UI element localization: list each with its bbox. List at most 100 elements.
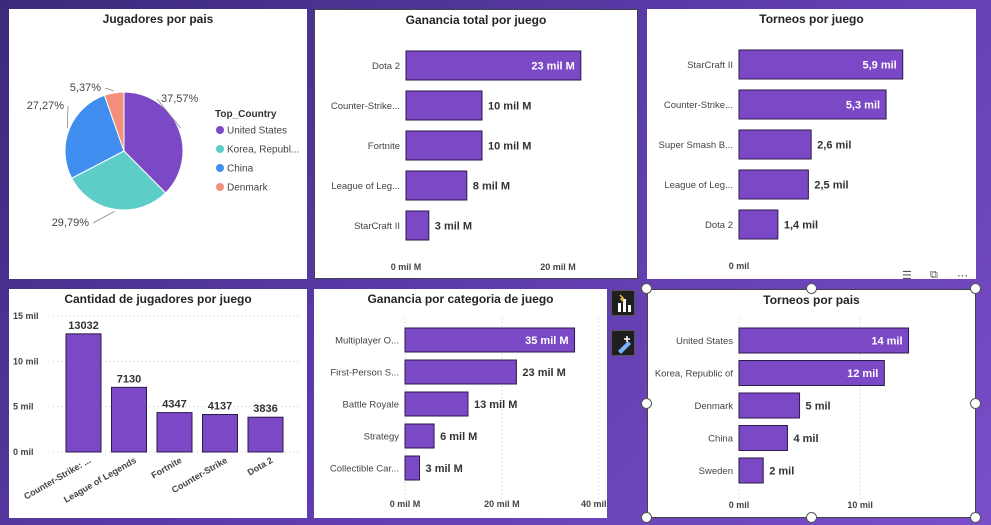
panel-title: Jugadores por pais: [102, 12, 214, 26]
panel-title: Ganancia por categoria de juego: [367, 292, 554, 306]
panel-players-by-country[interactable]: Jugadores por pais 37,57% 29,79% 27,27% 5,3…: [9, 9, 307, 279]
legend-entry: United States: [227, 126, 287, 137]
category-label: Denmark: [694, 401, 733, 412]
pie-chart[interactable]: 37,57% 29,79% 27,27% 5,37% Top_Country United…: [9, 9, 307, 279]
bar: [404, 359, 517, 385]
category-label: Fortnite: [368, 141, 400, 152]
focus-mode-icon[interactable]: ⧉: [930, 269, 938, 281]
bar: [738, 457, 764, 484]
data-label: 2 mil: [769, 466, 794, 478]
category-label: Super Smash B...: [659, 140, 733, 151]
category-label: Fortnite: [149, 455, 183, 480]
axis-tick-label: 0 mil M: [390, 499, 421, 509]
category-label: StarCraft II: [687, 60, 733, 71]
legend-entry: China: [227, 164, 254, 175]
data-label: 8 mil M: [473, 181, 510, 193]
data-label: 5,3 mil: [846, 100, 880, 112]
panel-tournaments-by-game[interactable]: Torneos por juego StarCraft II 5,9 mil Cou…: [647, 9, 976, 279]
legend-marker: [216, 164, 224, 172]
more-options-icon[interactable]: ⋯: [957, 270, 968, 282]
category-label: Counter-Strike...: [331, 101, 400, 112]
leader-line: [104, 87, 114, 92]
bar: [404, 455, 421, 481]
data-label: 37,57%: [161, 93, 199, 105]
resize-handle[interactable]: [970, 398, 981, 409]
category-label: StarCraft II: [354, 221, 400, 232]
chart-spark-icon: [618, 294, 631, 312]
category-label: Dota 2: [246, 455, 275, 477]
pie-slice: [103, 91, 125, 152]
filter-icon[interactable]: ☰: [902, 270, 912, 282]
bar: [405, 130, 483, 161]
bar-chart[interactable]: Dota 2 23 mil M Counter-Strike... 10 mil M F…: [315, 10, 638, 279]
legend-entry: Denmark: [227, 183, 269, 194]
data-label: 13 mil M: [474, 399, 517, 411]
resize-handle[interactable]: [641, 283, 652, 294]
panel-earnings-by-game[interactable]: Ganancia total por juego Dota 2 23 mil M C…: [314, 9, 638, 279]
leader-line: [92, 210, 115, 224]
category-label: League of Leg...: [664, 180, 733, 191]
data-label: 4347: [162, 399, 186, 411]
legend-entry: Korea, Republ...: [227, 145, 299, 156]
legend-marker: [216, 126, 224, 134]
data-label: 4 mil: [793, 433, 818, 445]
data-label: 5,9 mil: [862, 60, 896, 72]
data-label: 23 mil M: [531, 61, 574, 73]
leader-line: [156, 98, 181, 129]
resize-handle[interactable]: [806, 283, 817, 294]
bar-chart[interactable]: StarCraft II 5,9 mil Counter-Strike... 5,3 …: [647, 9, 976, 279]
bar: [405, 90, 483, 121]
data-label: 10 mil M: [488, 101, 531, 113]
axis-tick-label: 0 mil: [13, 447, 34, 457]
bar-chart[interactable]: Multiplayer O... 35 mil M First-Person S..…: [314, 289, 607, 518]
pie-slice: [123, 91, 184, 194]
resize-handle[interactable]: [806, 512, 817, 523]
bar: [65, 333, 102, 453]
data-label: 12 mil: [847, 368, 878, 380]
category-label: Dota 2: [705, 220, 733, 231]
format-brush-button[interactable]: [611, 330, 635, 356]
bar: [404, 391, 469, 417]
data-label: 23 mil M: [522, 367, 565, 379]
legend-marker: [216, 183, 224, 191]
resize-handle[interactable]: [970, 512, 981, 523]
visual-insights-button[interactable]: [611, 290, 635, 316]
data-label: 14 mil: [871, 336, 902, 348]
pie-slice: [64, 94, 125, 179]
axis-tick-label: 0 mil M: [391, 262, 422, 272]
panel-tournaments-by-country[interactable]: Torneos por pais United States 14 mil Kore…: [647, 289, 976, 518]
axis-tick-label: 10 mil: [847, 500, 873, 510]
bar-chart[interactable]: United States 14 mil Korea, Republic of 12 …: [648, 290, 976, 518]
resize-handle[interactable]: [641, 512, 652, 523]
bar: [738, 425, 788, 451]
category-label: First-Person S...: [330, 368, 399, 379]
category-label: Sweden: [699, 466, 733, 477]
category-label: Korea, Republic of: [655, 369, 734, 380]
data-label: 5 mil: [806, 401, 831, 413]
category-label: United States: [676, 336, 733, 347]
bar: [405, 50, 582, 81]
category-label: Dota 2: [372, 61, 400, 72]
category-label: Strategy: [364, 432, 400, 443]
data-label: 2,5 mil: [814, 180, 848, 192]
data-label: 3 mil M: [435, 221, 472, 233]
bar: [405, 210, 430, 241]
panel-earnings-by-category[interactable]: Ganancia por categoria de juego Multipla…: [314, 289, 607, 518]
resize-handle[interactable]: [970, 283, 981, 294]
resize-handle[interactable]: [641, 398, 652, 409]
panel-title: Torneos por juego: [759, 12, 864, 26]
panel-title: Torneos por pais: [763, 293, 860, 307]
data-label: 13032: [68, 320, 99, 332]
data-label: 35 mil M: [525, 335, 568, 347]
axis-tick-label: 20 mil M: [484, 499, 520, 509]
bar: [404, 327, 576, 353]
bar: [405, 170, 468, 201]
bar: [738, 209, 779, 240]
panel-players-by-game[interactable]: Cantidad de jugadores por juego 0 mil 5 m…: [9, 289, 307, 518]
bar: [738, 89, 887, 120]
leader-line: [66, 105, 69, 129]
data-label: 5,37%: [70, 82, 101, 94]
axis-tick-label: 20 mil M: [540, 262, 576, 272]
data-label: 2,6 mil: [817, 140, 851, 152]
